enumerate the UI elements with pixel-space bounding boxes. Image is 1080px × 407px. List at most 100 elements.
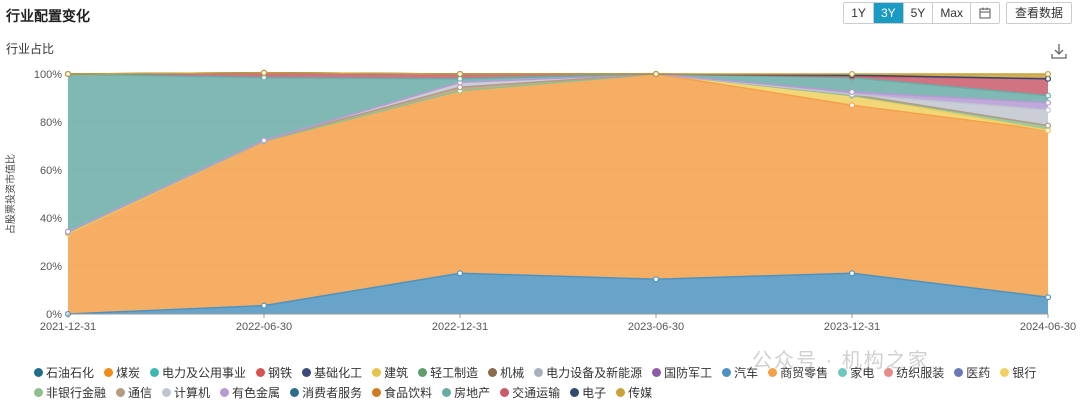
- legend-label: 石油石化: [46, 365, 95, 380]
- legend-label: 汽车: [734, 365, 759, 380]
- toolbar: 1Y 3Y 5Y Max 查看数据: [843, 2, 1072, 24]
- legend-item[interactable]: 传媒: [616, 384, 652, 401]
- legend-item[interactable]: 非银行金融: [34, 384, 106, 401]
- legend-item[interactable]: 通信: [116, 384, 152, 401]
- legend-marker: [220, 387, 230, 397]
- point-传媒: [261, 69, 268, 76]
- legend-item[interactable]: 建筑: [372, 364, 408, 381]
- legend-item[interactable]: 家电: [838, 364, 874, 381]
- point-传媒: [848, 71, 855, 78]
- legend-label: 有色金属: [232, 385, 281, 400]
- legend-marker: [372, 387, 382, 397]
- x-tick-label: 2024-06-30: [1020, 321, 1076, 333]
- legend-marker: [162, 387, 172, 397]
- point-通信: [457, 84, 464, 91]
- point-汽车: [261, 302, 268, 309]
- legend-marker: [500, 387, 510, 397]
- legend-label: 煤炭: [116, 365, 141, 380]
- range-selector: 1Y 3Y 5Y Max: [843, 2, 1000, 24]
- calendar-icon[interactable]: [970, 3, 999, 23]
- legend-label: 银行: [1012, 365, 1037, 380]
- legend-marker: [954, 367, 964, 377]
- range-3y-button[interactable]: 3Y: [873, 3, 904, 23]
- point-银行: [1044, 127, 1051, 134]
- legend-marker: [570, 387, 580, 397]
- legend-marker: [1000, 367, 1010, 377]
- legend-marker: [838, 367, 848, 377]
- legend-item[interactable]: 电力及公用事业: [150, 364, 246, 381]
- legend-item[interactable]: 商贸零售: [768, 364, 828, 381]
- x-tick-label: 2023-06-30: [628, 321, 684, 333]
- legend-marker: [488, 367, 498, 377]
- legend-item[interactable]: 消费者服务: [290, 384, 362, 401]
- point-传媒: [652, 71, 659, 78]
- y-tick-label: 40%: [40, 213, 62, 225]
- point-传媒: [64, 71, 71, 78]
- legend-item[interactable]: 轻工制造: [418, 364, 478, 381]
- legend-label: 房地产: [454, 385, 491, 400]
- y-tick-label: 80%: [40, 117, 62, 129]
- legend-item[interactable]: 电力设备及新能源: [534, 364, 642, 381]
- point-有色金属: [848, 89, 855, 96]
- legend-item[interactable]: 银行: [1000, 364, 1036, 381]
- point-房地产: [1044, 92, 1051, 99]
- legend-row: 石油石化 煤炭 电力及公用事业 钢铁 基础化工 建筑 轻工制造 机械 电力设备及新能源 国防军工 汽…: [34, 362, 1064, 382]
- legend-marker: [722, 367, 732, 377]
- view-data-button[interactable]: 查看数据: [1005, 2, 1072, 24]
- area-商贸零售: [68, 74, 1048, 314]
- legend-label: 基础化工: [314, 365, 363, 380]
- y-tick-label: 100%: [34, 69, 62, 81]
- legend-item[interactable]: 国防军工: [652, 364, 712, 381]
- line-传媒: [67, 72, 1048, 75]
- legend-marker: [652, 367, 662, 377]
- legend-label: 建筑: [384, 365, 409, 380]
- legend-label: 消费者服务: [302, 385, 363, 400]
- point-计算机: [1044, 106, 1051, 113]
- legend-marker: [418, 367, 428, 377]
- point-汽车: [1044, 294, 1051, 301]
- legend-label: 国防军工: [664, 365, 713, 380]
- point-商贸零售: [848, 102, 855, 109]
- legend-label: 电力及公用事业: [162, 365, 247, 380]
- legend-item[interactable]: 食品饮料: [372, 384, 432, 401]
- legend-item[interactable]: 医药: [954, 364, 990, 381]
- watermark: 公众号 · 机构之家: [752, 350, 930, 372]
- line-汽车: [67, 272, 1049, 315]
- point-有色金属: [1044, 99, 1051, 106]
- legend-label: 通信: [128, 385, 153, 400]
- stacked-area-chart: 0% 20% 40% 60% 80% 100% 占股票投资市值比 2021-12-31 2022…: [4, 69, 1076, 333]
- legend-marker: [150, 367, 160, 377]
- legend-item[interactable]: 有色金属: [220, 384, 280, 401]
- y-tick-label: 60%: [40, 165, 62, 177]
- legend-marker: [302, 367, 312, 377]
- y-tick-label: 0%: [46, 309, 62, 321]
- legend-item[interactable]: 基础化工: [302, 364, 362, 381]
- legend-marker: [256, 367, 266, 377]
- legend-label: 传媒: [628, 385, 653, 400]
- legend-marker: [372, 367, 382, 377]
- legend-marker: [34, 387, 43, 397]
- legend-item[interactable]: 纺织服装: [884, 364, 944, 381]
- range-5y-button[interactable]: 5Y: [903, 3, 934, 23]
- range-max-button[interactable]: Max: [933, 3, 971, 23]
- line-有色金属: [67, 73, 1049, 233]
- panel-title: 行业配置变化: [6, 8, 90, 24]
- download-icon[interactable]: [1050, 42, 1068, 60]
- range-1y-button[interactable]: 1Y: [844, 3, 874, 23]
- legend-item[interactable]: 钢铁: [256, 364, 292, 381]
- legend-marker: [534, 367, 544, 377]
- x-tick-label: 2021-12-31: [40, 321, 96, 333]
- legend-item[interactable]: 交通运输: [500, 384, 560, 401]
- legend-marker: [116, 387, 126, 397]
- legend-marker: [616, 387, 626, 397]
- point-汽车: [652, 276, 659, 283]
- point-传媒: [1044, 71, 1051, 78]
- legend-item[interactable]: 计算机: [162, 384, 210, 401]
- legend-item[interactable]: 机械: [488, 364, 524, 381]
- legend-item[interactable]: 煤炭: [104, 364, 140, 381]
- legend-item[interactable]: 石油石化: [34, 364, 94, 381]
- legend-item[interactable]: 房地产: [442, 384, 490, 401]
- legend-item[interactable]: 电子: [570, 384, 606, 401]
- legend-marker: [884, 367, 894, 377]
- legend-item[interactable]: 汽车: [722, 364, 758, 381]
